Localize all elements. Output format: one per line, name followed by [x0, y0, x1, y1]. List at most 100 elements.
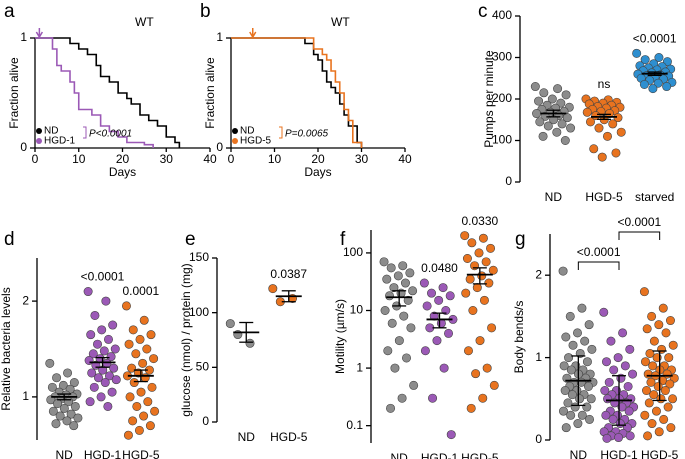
- y-axis-label: Fraction alive: [203, 57, 217, 129]
- y-axis-label: Relative bacteria levels: [0, 287, 13, 410]
- panel-letter: g: [515, 229, 526, 250]
- data-point: [609, 365, 619, 375]
- data-point: [616, 127, 626, 137]
- panel-letter: e: [185, 229, 196, 250]
- data-point: [128, 416, 138, 426]
- data-point: [663, 402, 673, 412]
- data-point: [445, 291, 455, 301]
- data-point: [382, 274, 392, 284]
- chart-title: WT: [331, 15, 350, 29]
- y-tick-label: 100: [492, 133, 512, 147]
- data-point: [575, 394, 585, 404]
- data-point: [386, 263, 396, 273]
- data-point: [566, 123, 576, 133]
- data-point: [651, 406, 661, 416]
- data-point: [582, 107, 592, 117]
- data-point: [123, 430, 133, 440]
- y-tick-label: 300: [492, 50, 512, 64]
- x-tick-label: ND: [238, 430, 256, 444]
- data-point: [640, 357, 650, 367]
- data-point: [639, 287, 649, 297]
- p-value: <0.0001: [617, 215, 661, 229]
- data-point: [552, 127, 562, 137]
- panel-letter: f: [340, 229, 346, 250]
- data-point: [647, 419, 657, 429]
- data-point: [85, 397, 95, 407]
- y-axis-label: Pumps per minute: [482, 50, 496, 148]
- data-point: [69, 421, 79, 431]
- data-point: [89, 382, 99, 392]
- data-point: [659, 414, 669, 424]
- p-value: 0.0480: [421, 261, 458, 275]
- data-point: [602, 131, 612, 141]
- legend-marker: [36, 128, 42, 134]
- data-point: [58, 380, 68, 390]
- data-point: [482, 363, 492, 373]
- data-point: [649, 390, 659, 400]
- data-point: [143, 397, 153, 407]
- data-point: [614, 433, 624, 443]
- data-point: [134, 425, 144, 435]
- y-tick-label: 0.1: [346, 418, 363, 432]
- data-point: [465, 274, 475, 284]
- data-point: [487, 323, 497, 333]
- x-tick-label: 10: [72, 152, 86, 166]
- data-point: [599, 307, 609, 317]
- data-point: [51, 419, 61, 429]
- data-point: [534, 96, 544, 106]
- x-tick-label: ND: [55, 448, 73, 459]
- data-point: [543, 121, 553, 131]
- data-point: [398, 261, 408, 271]
- data-point: [478, 233, 488, 243]
- data-point: [90, 310, 100, 320]
- y-tick-label: 10: [350, 303, 364, 317]
- data-point: [93, 373, 103, 383]
- data-point: [379, 257, 389, 267]
- data-point: [70, 401, 80, 411]
- data-point: [47, 382, 57, 392]
- survival-line: [231, 37, 363, 148]
- data-point: [611, 148, 621, 158]
- data-point: [107, 387, 117, 397]
- p-value: P<0.0001: [89, 129, 132, 140]
- data-point: [582, 357, 592, 367]
- x-tick-label: 10: [268, 152, 282, 166]
- data-point: [532, 109, 542, 119]
- data-point: [632, 48, 642, 58]
- y-tick-label: 1: [356, 360, 363, 374]
- data-point: [644, 398, 654, 408]
- data-point: [654, 320, 664, 330]
- legend-marker: [232, 128, 238, 134]
- data-point: [547, 94, 557, 104]
- data-point: [439, 363, 449, 373]
- legend-bracket: [279, 126, 283, 139]
- data-point: [427, 288, 437, 298]
- data-point: [73, 413, 83, 423]
- data-point: [104, 371, 114, 381]
- data-point: [472, 283, 482, 293]
- arrow: [249, 28, 257, 39]
- data-point: [583, 381, 593, 391]
- data-point: [147, 382, 157, 392]
- y-tick-label: 0: [535, 432, 542, 446]
- data-point: [647, 311, 657, 321]
- y-tick-label: 2: [22, 293, 29, 307]
- legend-label: ND: [44, 126, 58, 137]
- data-point: [642, 386, 652, 396]
- data-point: [384, 291, 394, 301]
- data-point: [561, 423, 571, 433]
- data-point: [486, 243, 496, 253]
- data-point: [665, 379, 675, 389]
- data-point: [623, 381, 633, 391]
- data-point: [390, 363, 400, 373]
- x-tick-label: 0: [228, 152, 235, 166]
- legend-label: HGD-5: [240, 136, 272, 147]
- panel-letter: a: [4, 1, 15, 22]
- data-point: [661, 328, 671, 338]
- data-point: [467, 238, 477, 248]
- data-point: [389, 283, 399, 293]
- data-point: [600, 386, 610, 396]
- data-point: [55, 411, 65, 421]
- data-point: [52, 373, 62, 383]
- data-point: [563, 398, 573, 408]
